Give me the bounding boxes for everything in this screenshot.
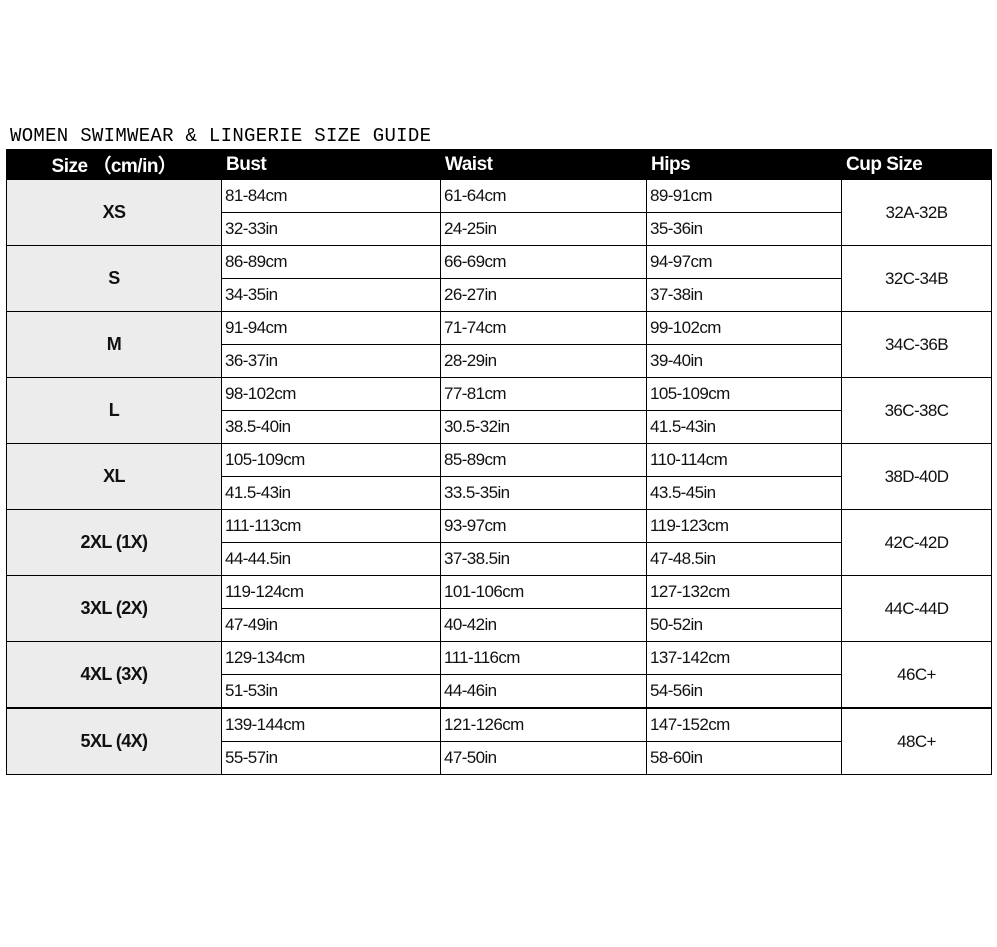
hips-in: 54-56in <box>646 674 842 709</box>
page-title: WOMEN SWIMWEAR & LINGERIE SIZE GUIDE <box>10 125 432 147</box>
table-row-in: 36-37in 28-29in 39-40in <box>7 344 992 378</box>
hips-in: 50-52in <box>646 608 842 642</box>
table-row-in: 32-33in 24-25in 35-36in <box>7 212 992 246</box>
size-cell: 2XL (1X) <box>6 509 222 576</box>
cup-size-cell: 32A-32B <box>841 179 992 246</box>
hips-cm: 147-152cm <box>646 707 842 742</box>
size-cell: M <box>6 311 222 378</box>
table-row-cm: 2XL (1X) 111-113cm 93-97cm 119-123cm 42C-42D <box>6 509 992 576</box>
waist-cm: 61-64cm <box>440 179 647 213</box>
hips-in: 43.5-45in <box>646 476 842 510</box>
waist-cm: 101-106cm <box>440 575 647 609</box>
header-cup-size: Cup Size <box>841 149 992 180</box>
table-row-in: 38.5-40in 30.5-32in 41.5-43in <box>7 410 992 444</box>
bust-cm: 119-124cm <box>221 575 441 609</box>
hips-cm: 99-102cm <box>646 311 842 345</box>
table-row-cm: XL 105-109cm 85-89cm 110-114cm 38D-40D <box>6 443 992 510</box>
waist-cm: 66-69cm <box>440 245 647 279</box>
waist-in: 28-29in <box>440 344 647 378</box>
bust-cm: 105-109cm <box>221 443 441 477</box>
table-row-in: 51-53in 44-46in 54-56in <box>7 674 992 709</box>
bust-cm: 129-134cm <box>221 641 441 675</box>
cup-size-cell: 44C-44D <box>841 575 992 642</box>
waist-cm: 111-116cm <box>440 641 647 675</box>
bust-cm: 86-89cm <box>221 245 441 279</box>
hips-cm: 127-132cm <box>646 575 842 609</box>
cup-size-cell: 48C+ <box>841 707 992 775</box>
waist-cm: 77-81cm <box>440 377 647 411</box>
waist-in: 24-25in <box>440 212 647 246</box>
cup-size-cell: 34C-36B <box>841 311 992 378</box>
bust-in: 34-35in <box>221 278 441 312</box>
bust-cm: 139-144cm <box>221 707 441 742</box>
table-row-cm: 4XL (3X) 129-134cm 111-116cm 137-142cm 46C+ <box>6 641 992 709</box>
cup-size-cell: 42C-42D <box>841 509 992 576</box>
table-row-cm: M 91-94cm 71-74cm 99-102cm 34C-36B <box>6 311 992 378</box>
waist-in: 40-42in <box>440 608 647 642</box>
hips-cm: 89-91cm <box>646 179 842 213</box>
size-guide-table: Size （cm/in） Bust Waist Hips Cup Size XS… <box>6 149 992 775</box>
hips-cm: 94-97cm <box>646 245 842 279</box>
cup-size-cell: 32C-34B <box>841 245 992 312</box>
header-size: Size （cm/in） <box>6 149 222 180</box>
bust-in: 47-49in <box>221 608 441 642</box>
bust-cm: 111-113cm <box>221 509 441 543</box>
size-cell: 5XL (4X) <box>6 707 222 775</box>
size-cell: L <box>6 377 222 444</box>
bust-cm: 98-102cm <box>221 377 441 411</box>
cup-size-cell: 38D-40D <box>841 443 992 510</box>
bust-cm: 91-94cm <box>221 311 441 345</box>
table-row-in: 41.5-43in 33.5-35in 43.5-45in <box>7 476 992 510</box>
size-cell: S <box>6 245 222 312</box>
hips-in: 41.5-43in <box>646 410 842 444</box>
table-row-cm: XS 81-84cm 61-64cm 89-91cm 32A-32B <box>6 179 992 246</box>
bust-in: 41.5-43in <box>221 476 441 510</box>
size-cell: 3XL (2X) <box>6 575 222 642</box>
table-row-in: 34-35in 26-27in 37-38in <box>7 278 992 312</box>
bust-in: 38.5-40in <box>221 410 441 444</box>
hips-in: 58-60in <box>646 741 842 775</box>
table-row-cm: 5XL (4X) 139-144cm 121-126cm 147-152cm 48C+ <box>6 707 992 775</box>
hips-in: 47-48.5in <box>646 542 842 576</box>
waist-in: 47-50in <box>440 741 647 775</box>
size-cell: XS <box>6 179 222 246</box>
table-row-cm: 3XL (2X) 119-124cm 101-106cm 127-132cm 44C-4… <box>6 575 992 642</box>
waist-cm: 71-74cm <box>440 311 647 345</box>
bust-in: 36-37in <box>221 344 441 378</box>
table-row-in: 47-49in 40-42in 50-52in <box>7 608 992 642</box>
table-row-cm: S 86-89cm 66-69cm 94-97cm 32C-34B <box>6 245 992 312</box>
size-cell: 4XL (3X) <box>6 641 222 709</box>
waist-cm: 93-97cm <box>440 509 647 543</box>
table-header: Size （cm/in） Bust Waist Hips Cup Size <box>6 149 992 180</box>
bust-in: 32-33in <box>221 212 441 246</box>
waist-in: 37-38.5in <box>440 542 647 576</box>
table-row-cm: L 98-102cm 77-81cm 105-109cm 36C-38C <box>6 377 992 444</box>
waist-cm: 121-126cm <box>440 707 647 742</box>
cup-size-cell: 46C+ <box>841 641 992 709</box>
hips-cm: 105-109cm <box>646 377 842 411</box>
hips-in: 35-36in <box>646 212 842 246</box>
waist-cm: 85-89cm <box>440 443 647 477</box>
hips-in: 39-40in <box>646 344 842 378</box>
waist-in: 44-46in <box>440 674 647 709</box>
bust-in: 44-44.5in <box>221 542 441 576</box>
hips-cm: 119-123cm <box>646 509 842 543</box>
bust-cm: 81-84cm <box>221 179 441 213</box>
hips-cm: 137-142cm <box>646 641 842 675</box>
table-row-in: 44-44.5in 37-38.5in 47-48.5in <box>7 542 992 576</box>
waist-in: 33.5-35in <box>440 476 647 510</box>
bust-in: 55-57in <box>221 741 441 775</box>
header-hips: Hips <box>646 149 842 180</box>
header-waist: Waist <box>440 149 647 180</box>
hips-in: 37-38in <box>646 278 842 312</box>
size-cell: XL <box>6 443 222 510</box>
cup-size-cell: 36C-38C <box>841 377 992 444</box>
waist-in: 26-27in <box>440 278 647 312</box>
header-bust: Bust <box>221 149 441 180</box>
bust-in: 51-53in <box>221 674 441 709</box>
waist-in: 30.5-32in <box>440 410 647 444</box>
hips-cm: 110-114cm <box>646 443 842 477</box>
table-row-in: 55-57in 47-50in 58-60in <box>7 741 992 775</box>
